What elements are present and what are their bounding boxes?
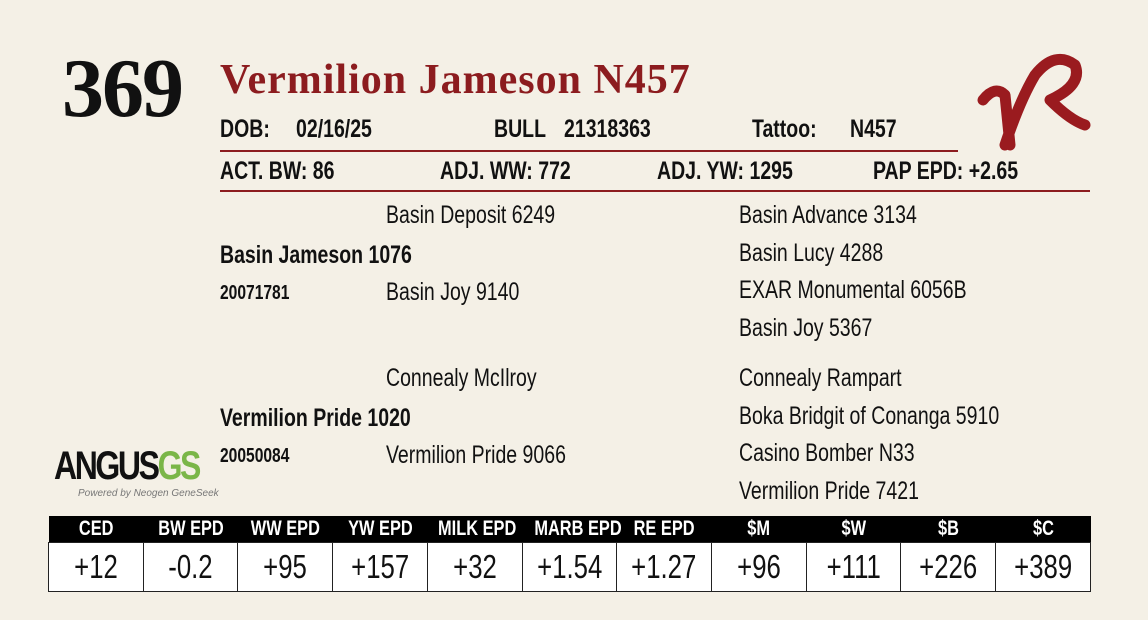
great-grandparent: Basin Joy 5367 <box>739 313 873 342</box>
lot-number: 369 <box>62 42 184 135</box>
epd-header: YW EPD <box>332 516 428 543</box>
registration: 20071781 <box>220 282 290 304</box>
epd-header: $W <box>806 516 901 543</box>
epd-header-text: $C <box>1032 517 1054 540</box>
info-value: 86 <box>312 157 335 185</box>
epd-cell: +226 <box>900 542 997 592</box>
epd-value: +12 <box>74 548 118 585</box>
epd-value: -0.2 <box>168 548 213 585</box>
info-label: PAP EPD: <box>873 157 964 185</box>
epd-table: CED BW EPD WW EPD YW EPD MILK EPD MARB EPD RE … <box>48 516 1091 592</box>
epd-cell: +111 <box>805 542 902 592</box>
logo-brand: ANGUS <box>54 444 160 488</box>
info-label: BULL <box>494 115 546 143</box>
parent-name: Vermilion Pride 1020 <box>220 404 411 432</box>
epd-header-text: $B <box>937 517 959 540</box>
grand-dam: Basin Joy 9140 <box>386 278 520 306</box>
logo-tagline: Powered by Neogen GeneSeek <box>78 488 219 499</box>
great-grandparent: Basin Lucy 4288 <box>739 238 884 267</box>
epd-cell: +32 <box>426 542 523 592</box>
epd-header: CED <box>48 516 144 543</box>
info-label: ADJ. WW: <box>440 157 533 185</box>
info-label: Tattoo: <box>752 115 817 143</box>
info-label: ACT. BW: <box>220 157 308 185</box>
registration: 20050084 <box>220 445 290 467</box>
info-item: PAP EPD: +2.65 <box>873 159 1018 184</box>
epd-header-text: BW EPD <box>157 517 224 540</box>
info-item: ADJ. WW: 772 <box>440 159 571 184</box>
epd-header-text: $W <box>841 517 866 540</box>
grand-sire: Connealy McIlroy <box>386 364 537 392</box>
info-value: 21318363 <box>564 115 651 143</box>
epd-header: RE EPD <box>616 516 712 543</box>
epd-cell: +12 <box>48 542 144 592</box>
epd-header: BW EPD <box>143 516 238 543</box>
epd-cell: +1.27 <box>616 542 713 592</box>
info-label: DOB: <box>220 115 270 143</box>
info-value: 1295 <box>749 157 793 185</box>
epd-header-text: WW EPD <box>250 517 320 540</box>
epd-header: WW EPD <box>237 516 333 543</box>
info-value: N457 <box>850 115 897 143</box>
great-grandparent: Casino Bomber N33 <box>739 439 915 467</box>
brand-mark <box>977 53 1091 151</box>
epd-cell: +389 <box>995 542 1091 592</box>
great-grandparent: Basin Advance 3134 <box>739 201 917 229</box>
epd-cell: +96 <box>711 542 807 592</box>
grand-dam: Vermilion Pride 9066 <box>386 441 566 469</box>
epd-header-text: MARB EPD <box>534 517 622 540</box>
epd-value: +96 <box>737 548 781 585</box>
epd-value: +157 <box>351 548 410 585</box>
epd-value: +95 <box>263 548 308 585</box>
epd-header: $C <box>995 516 1091 543</box>
epd-cell: -0.2 <box>142 542 239 592</box>
epd-value: +226 <box>919 548 978 585</box>
info-value: 772 <box>538 157 571 185</box>
epd-header-text: MILK EPD <box>438 517 517 540</box>
angus-logo: ANGUSGS Powered by Neogen GeneSeek <box>54 446 235 499</box>
info-value: 02/16/25 <box>296 115 372 143</box>
epd-header-text: $M <box>747 517 771 540</box>
epd-header: $M <box>711 516 807 543</box>
epd-cell: +95 <box>237 542 334 592</box>
epd-header-text: RE EPD <box>633 517 695 540</box>
epd-header: MARB EPD <box>522 516 622 543</box>
epd-header-text: YW EPD <box>347 517 413 540</box>
epd-value: +111 <box>826 548 881 585</box>
great-grandparent: EXAR Monumental 6056B <box>739 276 967 304</box>
epd-value: +1.54 <box>536 548 603 585</box>
epd-cell: +157 <box>332 542 428 592</box>
epd-header-text: CED <box>78 517 114 540</box>
info-label: ADJ. YW: <box>657 157 745 185</box>
epd-header: $B <box>900 516 996 543</box>
info-item: ADJ. YW: 1295 <box>657 159 793 184</box>
divider <box>220 190 1090 192</box>
info-item: ACT. BW: 86 <box>220 159 335 184</box>
epd-header: MILK EPD <box>427 516 523 543</box>
great-grandparent: Connealy Rampart <box>739 364 902 392</box>
great-grandparent: Boka Bridgit of Conanga 5910 <box>739 401 1000 430</box>
epd-value: +32 <box>452 548 497 585</box>
animal-name: Vermilion Jameson N457 <box>220 57 691 103</box>
divider <box>220 150 958 152</box>
parent-name: Basin Jameson 1076 <box>220 241 412 269</box>
epd-value: +389 <box>1014 548 1073 585</box>
info-value: +2.65 <box>968 157 1019 185</box>
grand-sire: Basin Deposit 6249 <box>386 201 556 229</box>
epd-cell: +1.54 <box>521 542 618 592</box>
epd-value: +1.27 <box>631 548 697 585</box>
great-grandparent: Vermilion Pride 7421 <box>739 476 919 505</box>
logo-suffix: GS <box>157 444 202 488</box>
